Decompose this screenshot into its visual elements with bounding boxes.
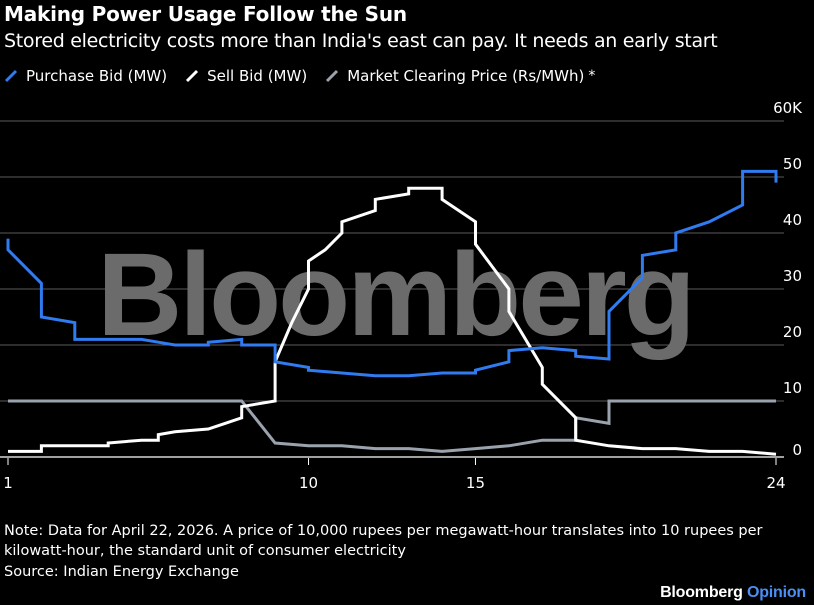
series-lines xyxy=(6,169,778,456)
legend-label-sell-bid: Sell Bid (MW) xyxy=(207,67,308,85)
y-tick-label: 40 xyxy=(783,211,802,229)
x-tick-label: 10 xyxy=(299,474,318,492)
legend-label-market-clearing-price: Market Clearing Price (Rs/MWh) xyxy=(347,67,585,85)
brand-logo: Bloomberg Opinion xyxy=(660,584,806,602)
legend-item-sell-bid: Sell Bid (MW) xyxy=(185,67,307,85)
y-tick-label: 20 xyxy=(783,323,802,341)
legend-swatch-sell-bid xyxy=(185,69,199,83)
chart-title: Making Power Usage Follow the Sun xyxy=(4,2,407,26)
legend-item-purchase-bid: Purchase Bid (MW) xyxy=(4,67,167,85)
brand-suffix: Opinion xyxy=(746,584,806,601)
source-line: Source: Indian Energy Exchange xyxy=(4,564,239,580)
chart-subtitle: Stored electricity costs more than India… xyxy=(4,30,718,52)
y-tick-label: 30 xyxy=(783,267,802,285)
footnote-marker: * xyxy=(588,68,596,84)
x-tick-label: 24 xyxy=(766,474,785,492)
legend: Purchase Bid (MW) Sell Bid (MW) Market C… xyxy=(4,66,613,86)
axes: 60K 50 40 30 20 10 0 1 10 15 24 xyxy=(3,99,803,492)
footnote: Note: Data for April 22, 2026. A price o… xyxy=(4,523,763,559)
purchase-bid-line xyxy=(6,169,778,378)
x-tick-label: 1 xyxy=(3,474,13,492)
y-tick-label: 60K xyxy=(773,99,803,117)
y-tick-label: 50 xyxy=(783,155,802,173)
x-tick-label: 15 xyxy=(466,474,485,492)
legend-swatch-purchase-bid xyxy=(4,69,18,83)
brand-name: Bloomberg xyxy=(660,584,743,601)
y-tick-label: 10 xyxy=(783,379,802,397)
legend-label-purchase-bid: Purchase Bid (MW) xyxy=(26,67,168,85)
market-clearing-price-line xyxy=(8,399,776,453)
bloomberg-watermark: Bloomberg xyxy=(97,229,693,361)
legend-item-market-clearing-price: Market Clearing Price (Rs/MWh) * xyxy=(325,67,595,85)
y-tick-label: 0 xyxy=(792,441,802,459)
legend-swatch-market-clearing-price xyxy=(325,69,339,83)
chart-area: Bloomberg 60K 50 40 30 20 10 0 1 10 15 24 xyxy=(0,99,803,492)
sell-bid-line xyxy=(8,186,777,456)
